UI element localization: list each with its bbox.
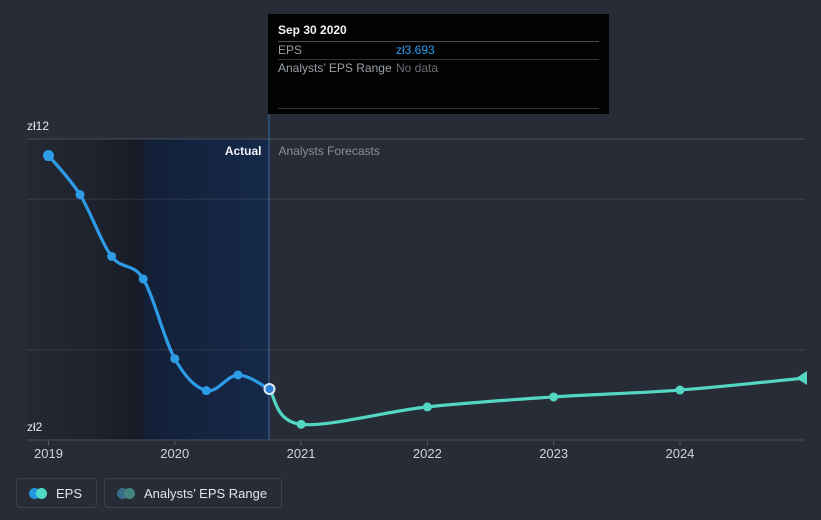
legend-analysts-range-button[interactable]: Analysts’ EPS Range — [104, 478, 283, 508]
y-axis-label-bottom: zł2 — [27, 420, 43, 434]
x-axis-label: 2022 — [412, 446, 442, 461]
x-axis-label: 2024 — [665, 446, 695, 461]
x-axis-label: 2021 — [286, 446, 316, 461]
tooltip-eps-label: EPS — [278, 43, 303, 57]
hover-crosshair-line — [268, 14, 271, 440]
tooltip-row-eps: EPS zł3.693 — [278, 42, 599, 60]
tooltip-divider — [278, 108, 599, 115]
past-region-band — [27, 139, 144, 440]
tooltip-row-range: Analysts’ EPS Range No data — [278, 60, 599, 77]
eps-series-icon — [29, 487, 47, 499]
legend-range-label: Analysts’ EPS Range — [144, 485, 268, 501]
tooltip-spacer — [278, 77, 599, 108]
actual-region-label: Actual — [224, 144, 262, 158]
chart-tooltip: Sep 30 2020 EPS zł3.693 Analysts’ EPS Ra… — [268, 14, 609, 114]
tooltip-range-value: No data — [396, 61, 439, 75]
forecast-region-label: Analysts Forecasts — [278, 144, 380, 158]
tooltip-date: Sep 30 2020 — [278, 19, 599, 42]
x-axis-label: 2020 — [160, 446, 190, 461]
legend: EPS Analysts’ EPS Range — [16, 478, 283, 508]
tooltip-eps-value: zł3.693 — [396, 43, 435, 57]
analysts-range-series-icon — [117, 487, 136, 499]
x-axis-label: 2023 — [539, 446, 569, 461]
legend-eps-button[interactable]: EPS — [16, 478, 98, 508]
x-axis-label: 2019 — [34, 446, 63, 461]
legend-eps-label: EPS — [56, 485, 83, 501]
tooltip-range-label: Analysts’ EPS Range — [278, 61, 392, 75]
y-axis-label-top: zł12 — [27, 119, 50, 133]
